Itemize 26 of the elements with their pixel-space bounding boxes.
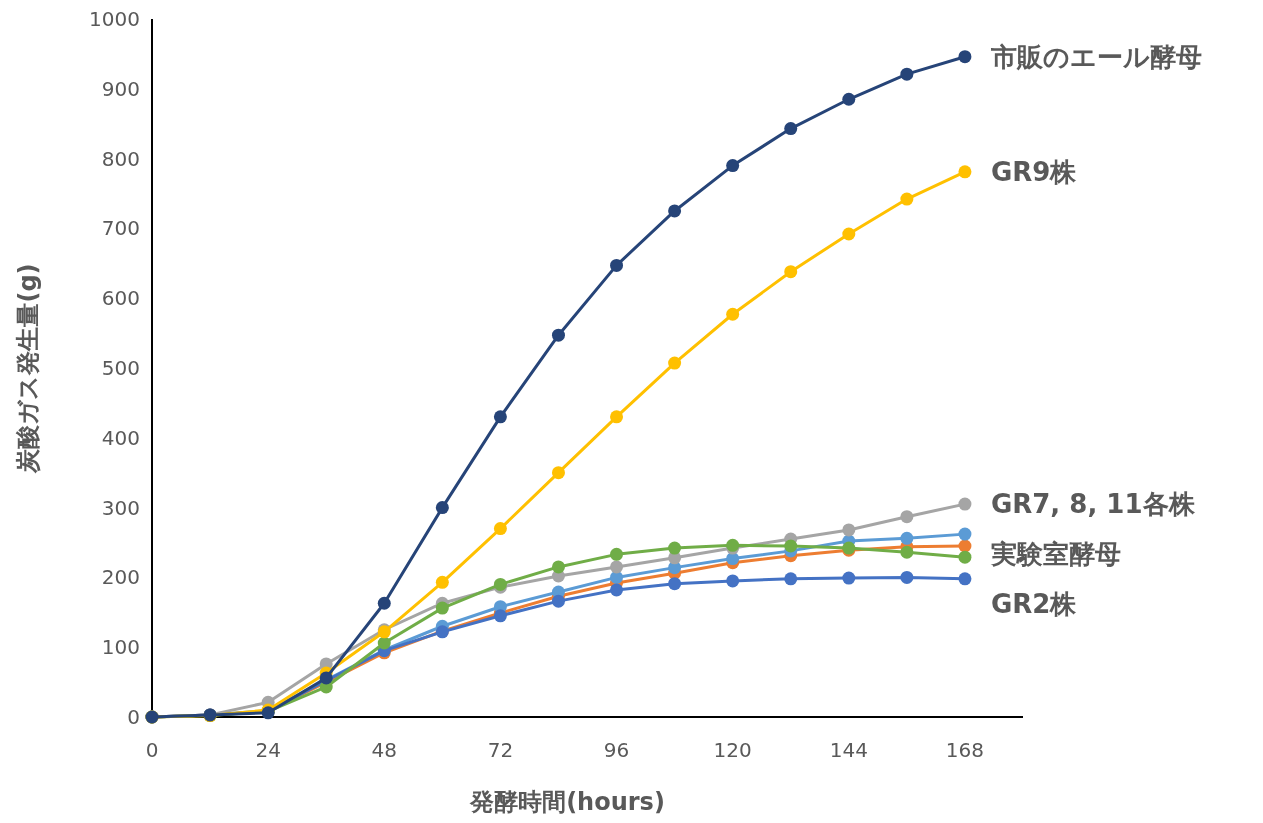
x-tick-label: 168 — [945, 738, 985, 762]
x-tick-label: 24 — [255, 738, 281, 762]
y-tick-label: 400 — [101, 425, 140, 450]
y-tick-label: 900 — [101, 76, 140, 101]
x-tick-label: 120 — [713, 738, 752, 762]
series-label: GR9株 — [990, 156, 1078, 187]
y-tick-label: 200 — [101, 565, 140, 590]
series-label: GR7, 8, 11各株 — [990, 489, 1196, 520]
y-tick-label: 1000 — [89, 7, 140, 31]
series-label: 市販のエール酵母 — [989, 41, 1202, 72]
x-tick-label: 72 — [487, 738, 514, 762]
y-tick-label: 100 — [101, 635, 140, 660]
y-tick-label: 800 — [101, 146, 140, 171]
y-tick-label: 700 — [101, 216, 140, 241]
x-tick-label: 48 — [371, 738, 397, 762]
y-axis-title: 炭酸ガス発生量(g) — [14, 263, 42, 474]
x-tick-label: 96 — [603, 738, 630, 762]
series-label: GR2株 — [990, 589, 1078, 620]
series-label: 実験室酵母 — [989, 539, 1121, 570]
y-tick-label: 0 — [127, 705, 140, 729]
y-tick-label: 300 — [101, 495, 140, 520]
y-tick-label: 500 — [101, 356, 140, 380]
x-tick-label: 144 — [829, 738, 868, 762]
x-tick-label: 0 — [145, 738, 159, 762]
x-axis-title: 発酵時間(hours) — [469, 788, 665, 816]
y-tick-label: 600 — [101, 286, 140, 311]
